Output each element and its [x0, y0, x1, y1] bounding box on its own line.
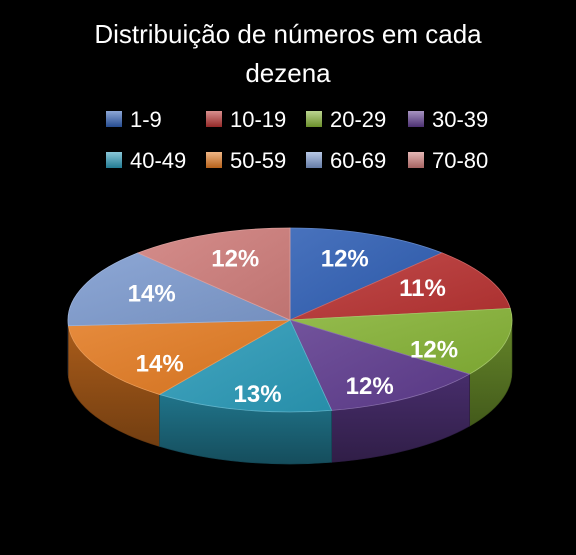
data-label-40-49: 13% [234, 381, 282, 408]
pie-labels: 12% 11% 12% 12% 13% 14% 14% 12% [128, 246, 458, 408]
legend-swatch-20-29 [306, 111, 322, 127]
legend-label-50-59: 50-59 [230, 148, 286, 173]
legend-swatch-60-69 [306, 152, 322, 168]
chart-title-line-1: Distribuição de números em cada [94, 19, 482, 49]
legend-label-60-69: 60-69 [330, 148, 386, 173]
legend-label-30-39: 30-39 [432, 107, 488, 132]
legend-label-10-19: 10-19 [230, 107, 286, 132]
pie-slice-40-49 [158, 319, 333, 413]
legend-swatch-10-19 [206, 111, 222, 127]
data-label-1-9: 12% [321, 246, 369, 273]
data-label-70-80: 12% [211, 246, 259, 273]
pie-slice-50-59 [67, 319, 291, 395]
pie-slice-70-80 [136, 227, 291, 321]
pie-slice-10-19 [289, 252, 511, 321]
pie-slice-20-29 [289, 308, 513, 375]
data-label-20-29: 12% [410, 336, 458, 363]
chart-title: Distribuição de números em cada dezena [94, 19, 482, 88]
pie-slice-30-39 [289, 319, 471, 411]
legend-swatch-30-39 [408, 111, 424, 127]
data-label-60-69: 14% [128, 280, 176, 307]
legend-swatch-70-80 [408, 152, 424, 168]
legend-swatch-40-49 [106, 152, 122, 168]
legend-label-70-80: 70-80 [432, 148, 488, 173]
chart-title-line-2: dezena [245, 58, 331, 88]
data-label-10-19: 11% [399, 275, 446, 302]
pie-slice-60-69 [67, 252, 291, 327]
pie-sides [67, 319, 513, 465]
legend-swatch-50-59 [206, 152, 222, 168]
pie-slice-1-9 [289, 227, 444, 321]
data-label-50-59: 14% [136, 351, 184, 378]
legend-label-20-29: 20-29 [330, 107, 386, 132]
legend: 1-9 10-19 20-29 30-39 40-49 50-59 60-69 70-80 [106, 107, 488, 173]
legend-label-40-49: 40-49 [130, 148, 186, 173]
legend-label-1-9: 1-9 [130, 107, 162, 132]
pie-top [67, 227, 513, 413]
legend-swatch-1-9 [106, 111, 122, 127]
data-label-30-39: 12% [346, 373, 394, 400]
